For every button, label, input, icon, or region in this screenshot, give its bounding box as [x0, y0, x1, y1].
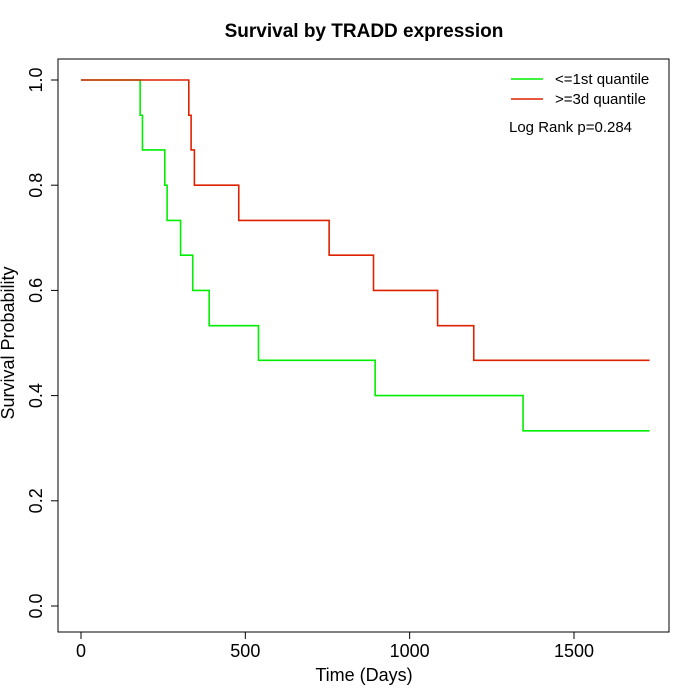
y-tick-label: 1.0 [26, 67, 46, 92]
y-axis: 0.0 0.2 0.4 0.6 0.8 1.0 [26, 67, 59, 619]
x-axis: 0 500 1000 1500 [76, 631, 594, 661]
plot-frame [57, 58, 670, 633]
y-tick-label: 0.0 [26, 593, 46, 618]
x-tick-label: 1500 [554, 641, 594, 661]
y-tick-label: 0.6 [26, 278, 46, 303]
legend-label-0: <=1st quantile [555, 71, 649, 88]
y-tick-label: 0.4 [26, 383, 46, 408]
x-axis-label: Time (Days) [315, 665, 412, 685]
x-tick-label: 0 [76, 641, 86, 661]
y-tick-label: 0.2 [26, 488, 46, 513]
x-tick-label: 500 [230, 641, 260, 661]
chart-title: Survival by TRADD expression [225, 21, 504, 42]
log-rank-annotation: Log Rank p=0.284 [509, 119, 632, 136]
legend: <=1st quantile >=3d quantile [511, 71, 649, 108]
series-lines [81, 79, 650, 432]
y-tick-label: 0.8 [26, 173, 46, 198]
y-axis-label: Survival Probability [0, 266, 18, 419]
series-line-0 [81, 79, 650, 432]
x-tick-label: 1000 [390, 641, 430, 661]
series-line-1 [81, 79, 650, 362]
legend-label-1: >=3d quantile [555, 91, 646, 108]
